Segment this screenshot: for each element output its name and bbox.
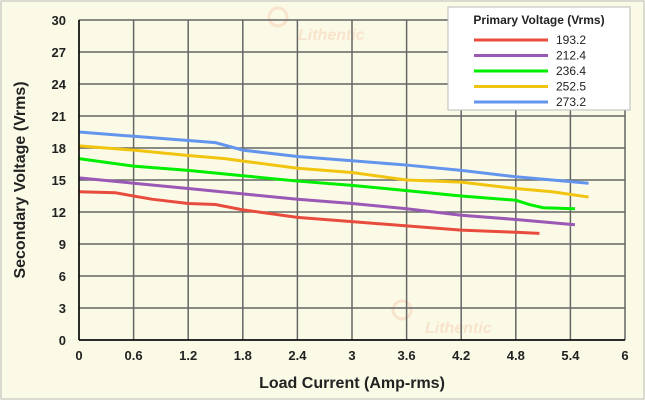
x-tick-label: 4.8 [507, 348, 525, 363]
x-tick-label: 3.6 [398, 348, 416, 363]
y-tick-label: 6 [59, 269, 66, 284]
y-tick-label: 0 [59, 333, 66, 348]
y-tick-label: 9 [59, 237, 66, 252]
axes: 0 0.6 1.2 1.8 2.4 3 3.6 4.2 4.8 5.4 60369121518212… [52, 13, 629, 363]
x-tick-label: 0 [75, 348, 82, 363]
y-tick-label: 21 [52, 109, 66, 124]
legend-box [447, 6, 631, 111]
y-tick-label: 27 [52, 45, 66, 60]
series-line-252.5 [78, 144, 589, 199]
x-tick-label: 6 [621, 348, 628, 363]
svg-text:Lithentic: Lithentic [298, 27, 365, 44]
x-tick-label: 0.6 [125, 348, 143, 363]
y-axis-label: Secondary Voltage (Vrms) [12, 81, 29, 278]
legend-label: 212.4 [556, 49, 586, 63]
series-lines [78, 130, 589, 235]
legend-label: 236.4 [556, 64, 586, 78]
series-line-212.4 [78, 176, 576, 227]
legend-label: 252.5 [556, 80, 586, 94]
series-line-193.2 [78, 190, 540, 235]
x-tick-label: 2.4 [288, 348, 307, 363]
svg-text:Lithentic: Lithentic [425, 320, 492, 337]
legend-label: 273.2 [556, 95, 586, 109]
x-tick-label: 4.2 [452, 348, 470, 363]
x-axis-label: Load Current (Amp-rms) [259, 375, 445, 392]
x-tick-label: 3 [348, 348, 355, 363]
y-tick-label: 12 [52, 205, 66, 220]
series-line-236.4 [78, 157, 576, 211]
legend-title: Primary Voltage (Vrms) [473, 13, 604, 27]
x-tick-label: 5.4 [561, 348, 580, 363]
y-tick-label: 3 [59, 301, 66, 316]
legend-label: 193.2 [556, 33, 586, 47]
series-line-273.2 [78, 130, 589, 185]
y-tick-label: 15 [52, 173, 66, 188]
y-tick-label: 24 [52, 77, 67, 92]
y-tick-label: 18 [52, 141, 66, 156]
x-tick-label: 1.2 [179, 348, 197, 363]
x-tick-label: 1.8 [234, 348, 252, 363]
y-tick-label: 30 [52, 13, 66, 28]
watermark-logo: Lithentic Lithentic [267, 6, 492, 337]
